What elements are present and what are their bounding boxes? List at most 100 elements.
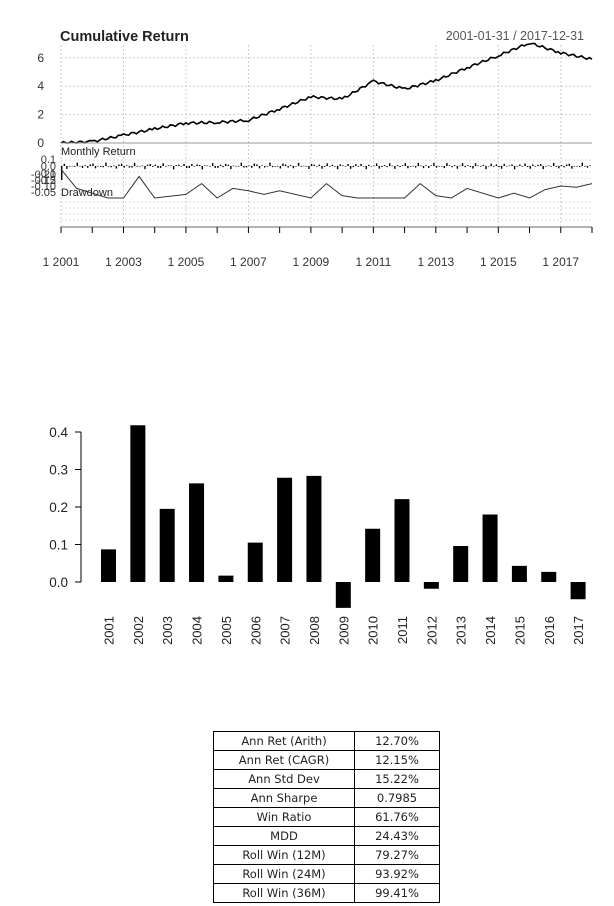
bar-2017 [570,582,586,600]
monthly-bar [558,166,560,169]
monthly-bar [524,163,526,166]
y-tick-label: -0.10 [31,181,56,193]
chart-title: Cumulative Return [60,29,189,45]
monthly-bar [136,166,138,167]
bar-2016 [541,571,557,582]
drawdown-line [60,168,593,199]
monthly-bar [578,166,581,167]
monthly-bar [102,166,105,168]
x-tick-label: 2001 [102,616,117,645]
stat-label: Ann Ret (Arith) [213,731,355,751]
monthly-bar [493,166,495,167]
y-tick-label: 2 [37,108,44,122]
monthly-bar [550,166,552,167]
monthly-bar [415,166,417,168]
bar-2010 [365,528,381,582]
monthly-bar [74,166,76,167]
monthly-bar [308,166,310,170]
monthly-bar [178,164,180,166]
monthly-bar [532,164,534,166]
x-tick-label: 1 2001 [43,255,80,269]
monthly-bar [552,162,555,166]
bar-2001 [101,549,116,582]
stat-label: Roll Win (12M) [213,845,355,865]
monthly-bar [146,164,149,166]
monthly-bar [245,166,248,168]
monthly-bar [84,165,86,166]
y-tick-label: -0.1 [37,168,56,180]
monthly-bar [409,166,412,167]
monthly-bar [555,166,557,167]
monthly-bar [175,165,177,166]
y-tick-label: 6 [37,51,44,65]
monthly-bar [107,166,110,167]
monthly-bar [214,166,216,168]
monthly-bar [357,166,360,167]
monthly-bar [120,163,123,166]
monthly-bar [378,166,380,169]
y-tick-label: 0.0 [49,575,68,590]
monthly-bar [201,166,203,170]
monthly-bar [167,165,170,166]
table-row: MDD 24.43% [213,826,440,846]
monthly-bar [336,166,339,170]
monthly-bar [568,163,570,166]
x-tick-label: 1 2007 [230,255,267,269]
monthly-bar [360,163,362,166]
monthly-bar [87,166,89,168]
monthly-bar [565,164,568,166]
monthly-bar [464,166,466,168]
monthly-bar [123,166,125,168]
monthly-bar [243,166,245,168]
monthly-bar [61,166,63,180]
y-tick-label: 0.2 [49,500,68,515]
monthly-bar [238,166,240,167]
stat-label: Ann Sharpe [213,788,355,808]
monthly-bar [326,163,328,166]
monthly-bar [529,166,531,169]
monthly-bar [217,166,219,168]
monthly-bar [222,166,224,168]
stat-value: 0.7985 [354,788,440,808]
stat-label: Roll Win (24M) [213,864,355,884]
bar-2014 [482,514,498,582]
monthly-bar [542,166,544,170]
bar-2003 [159,508,175,582]
monthly-bar [300,166,302,167]
x-tick-label: 2002 [131,616,146,645]
monthly-bar [94,166,97,169]
monthly-bar [277,165,279,167]
monthly-bar [500,166,503,169]
date-range: 2001-01-31 / 2017-12-31 [446,29,584,43]
monthly-bar [264,166,266,168]
monthly-bar [388,163,391,166]
bar-2009 [335,582,351,608]
monthly-bar [441,166,443,167]
monthly-bar [365,166,367,170]
monthly-bar [586,166,589,168]
bar-2011 [394,499,410,582]
x-tick-label: 1 2015 [480,255,517,269]
x-axis: 1 2001 1 2003 1 2005 1 2007 1 2009 1 2011 1 20… [43,227,593,269]
monthly-bar [545,166,547,167]
monthly-bar [63,163,66,166]
bars [101,425,586,608]
monthly-bar [386,166,388,168]
y-axis: 0.0 0.1 0.2 0.3 0.4 [49,425,82,590]
monthly-bar [503,163,505,166]
monthly-bar [368,164,370,166]
monthly-bar [412,165,414,167]
monthly-bar [508,165,511,167]
x-tick-label: 2015 [512,616,527,645]
monthly-bar [576,166,578,167]
table-row: Ann Std Dev 15.22% [213,769,440,789]
monthly-bar [235,166,237,167]
bar-2008 [306,475,322,582]
monthly-bar [287,166,289,168]
monthly-bar [180,166,183,167]
monthly-bar [170,165,172,166]
monthly-bar [485,166,487,170]
grid [60,45,592,227]
monthly-bar [589,165,591,167]
monthly-bar [310,163,313,166]
